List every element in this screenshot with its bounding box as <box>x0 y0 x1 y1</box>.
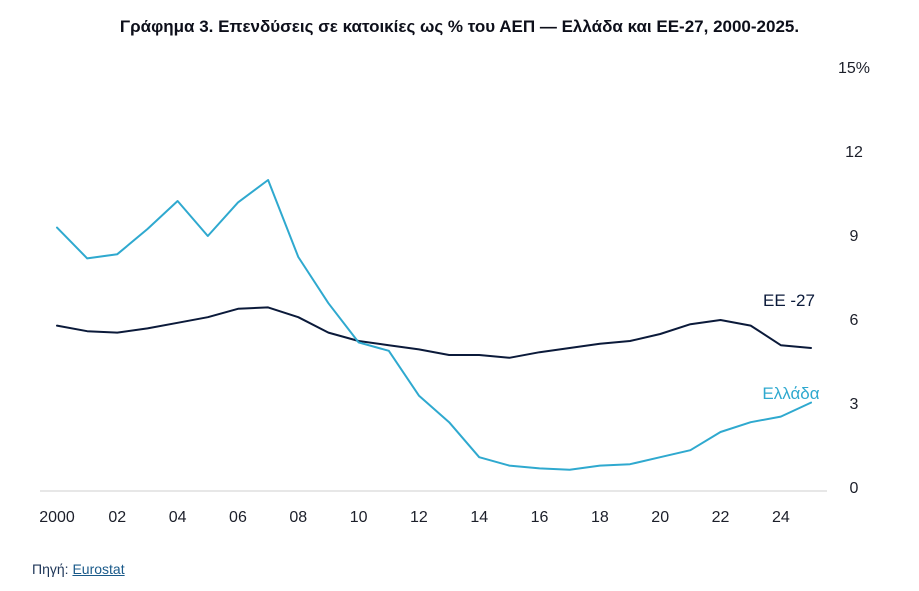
x-tick-label: 22 <box>712 509 730 526</box>
x-tick-label: 02 <box>108 509 126 526</box>
x-tick-label: 12 <box>410 509 428 526</box>
x-tick-label: 2000 <box>39 509 75 526</box>
x-tick-label: 24 <box>772 509 790 526</box>
x-axis-ticks: 2000 02 04 06 08 10 12 14 16 18 20 22 24 <box>39 509 790 526</box>
series-line-eu27 <box>56 306 812 359</box>
series-labels: ΕΕ -27 Ελλάδα <box>762 291 819 403</box>
x-tick-label: 10 <box>350 509 368 526</box>
y-tick-label: 9 <box>850 228 859 245</box>
x-tick-label: 14 <box>470 509 488 526</box>
source-link[interactable]: Eurostat <box>72 561 125 577</box>
source-note: Πηγή: Eurostat <box>32 561 125 577</box>
x-tick-label: 18 <box>591 509 609 526</box>
series-line-greece <box>56 179 812 471</box>
source-prefix: Πηγή: <box>32 561 73 577</box>
x-tick-label: 08 <box>289 509 307 526</box>
y-tick-label: 15% <box>838 60 870 77</box>
x-tick-label: 06 <box>229 509 247 526</box>
series-label-greece: Ελλάδα <box>762 384 819 403</box>
y-tick-label: 3 <box>850 396 859 413</box>
y-axis-ticks: 0 3 6 9 12 15% <box>838 60 870 497</box>
y-tick-label: 0 <box>850 480 859 497</box>
series-label-eu27: ΕΕ -27 <box>763 291 815 310</box>
series-lines <box>56 179 812 471</box>
chart-title: Γράφημα 3. Επενδύσεις σε κατοικίες ως % … <box>119 17 800 36</box>
x-tick-label: 04 <box>169 509 187 526</box>
x-tick-label: 16 <box>531 509 549 526</box>
x-tick-label: 20 <box>651 509 669 526</box>
y-tick-label: 6 <box>850 312 859 329</box>
y-tick-label: 12 <box>845 144 863 161</box>
